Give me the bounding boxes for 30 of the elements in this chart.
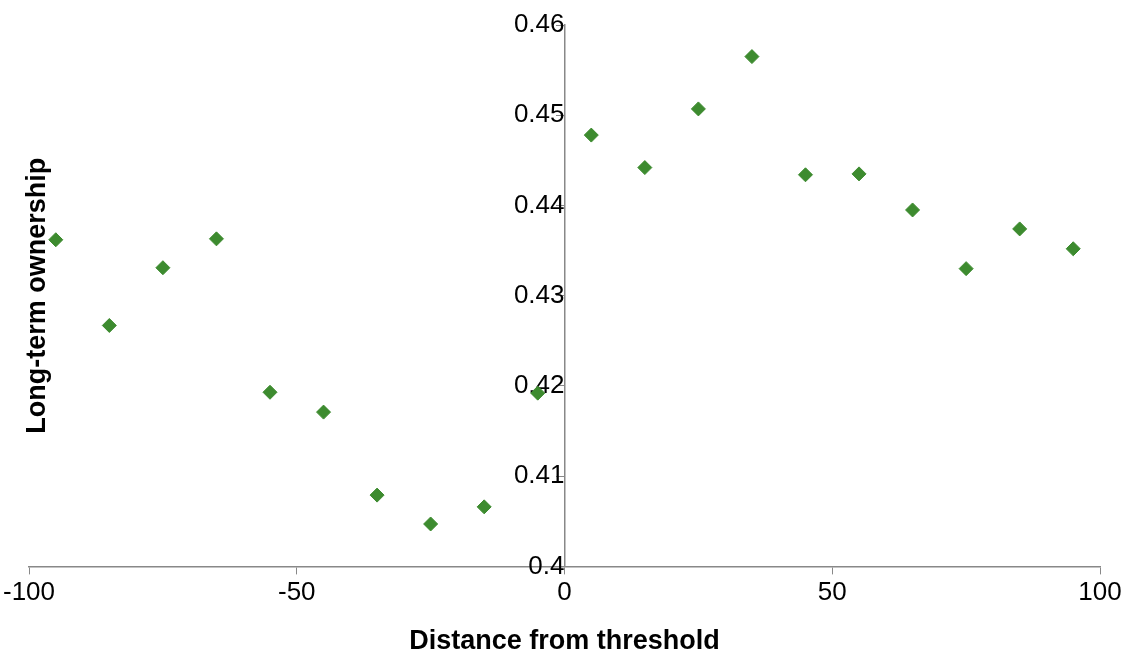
point bbox=[208, 231, 224, 247]
point bbox=[423, 516, 439, 532]
point bbox=[905, 202, 921, 218]
point bbox=[851, 166, 867, 182]
y-tick-label: 0.42 bbox=[513, 369, 565, 400]
point bbox=[262, 384, 278, 400]
y-tick-label: 0.44 bbox=[513, 188, 565, 219]
y-axis-title: Long-term ownership bbox=[21, 157, 52, 434]
y-tick-label: 0.41 bbox=[513, 459, 565, 490]
point bbox=[1012, 221, 1028, 237]
x-tick-label: 100 bbox=[1078, 576, 1122, 607]
point bbox=[476, 499, 492, 515]
point bbox=[744, 49, 760, 65]
x-axis-title: Distance from threshold bbox=[409, 625, 720, 656]
point bbox=[369, 487, 385, 503]
point bbox=[690, 101, 706, 117]
x-tick-label: -50 bbox=[277, 576, 316, 607]
point bbox=[316, 404, 332, 420]
y-tick-label: 0.46 bbox=[513, 8, 565, 39]
y-tick-label: 0.45 bbox=[513, 98, 565, 129]
y-tick-label: 0.43 bbox=[513, 278, 565, 309]
point bbox=[101, 317, 117, 333]
point bbox=[637, 160, 653, 176]
point bbox=[155, 260, 171, 276]
x-tick-label: -100 bbox=[3, 576, 56, 607]
point bbox=[797, 167, 813, 183]
point bbox=[583, 127, 599, 143]
point bbox=[1065, 241, 1081, 257]
point bbox=[958, 261, 974, 277]
x-tick-label: 50 bbox=[817, 576, 847, 607]
